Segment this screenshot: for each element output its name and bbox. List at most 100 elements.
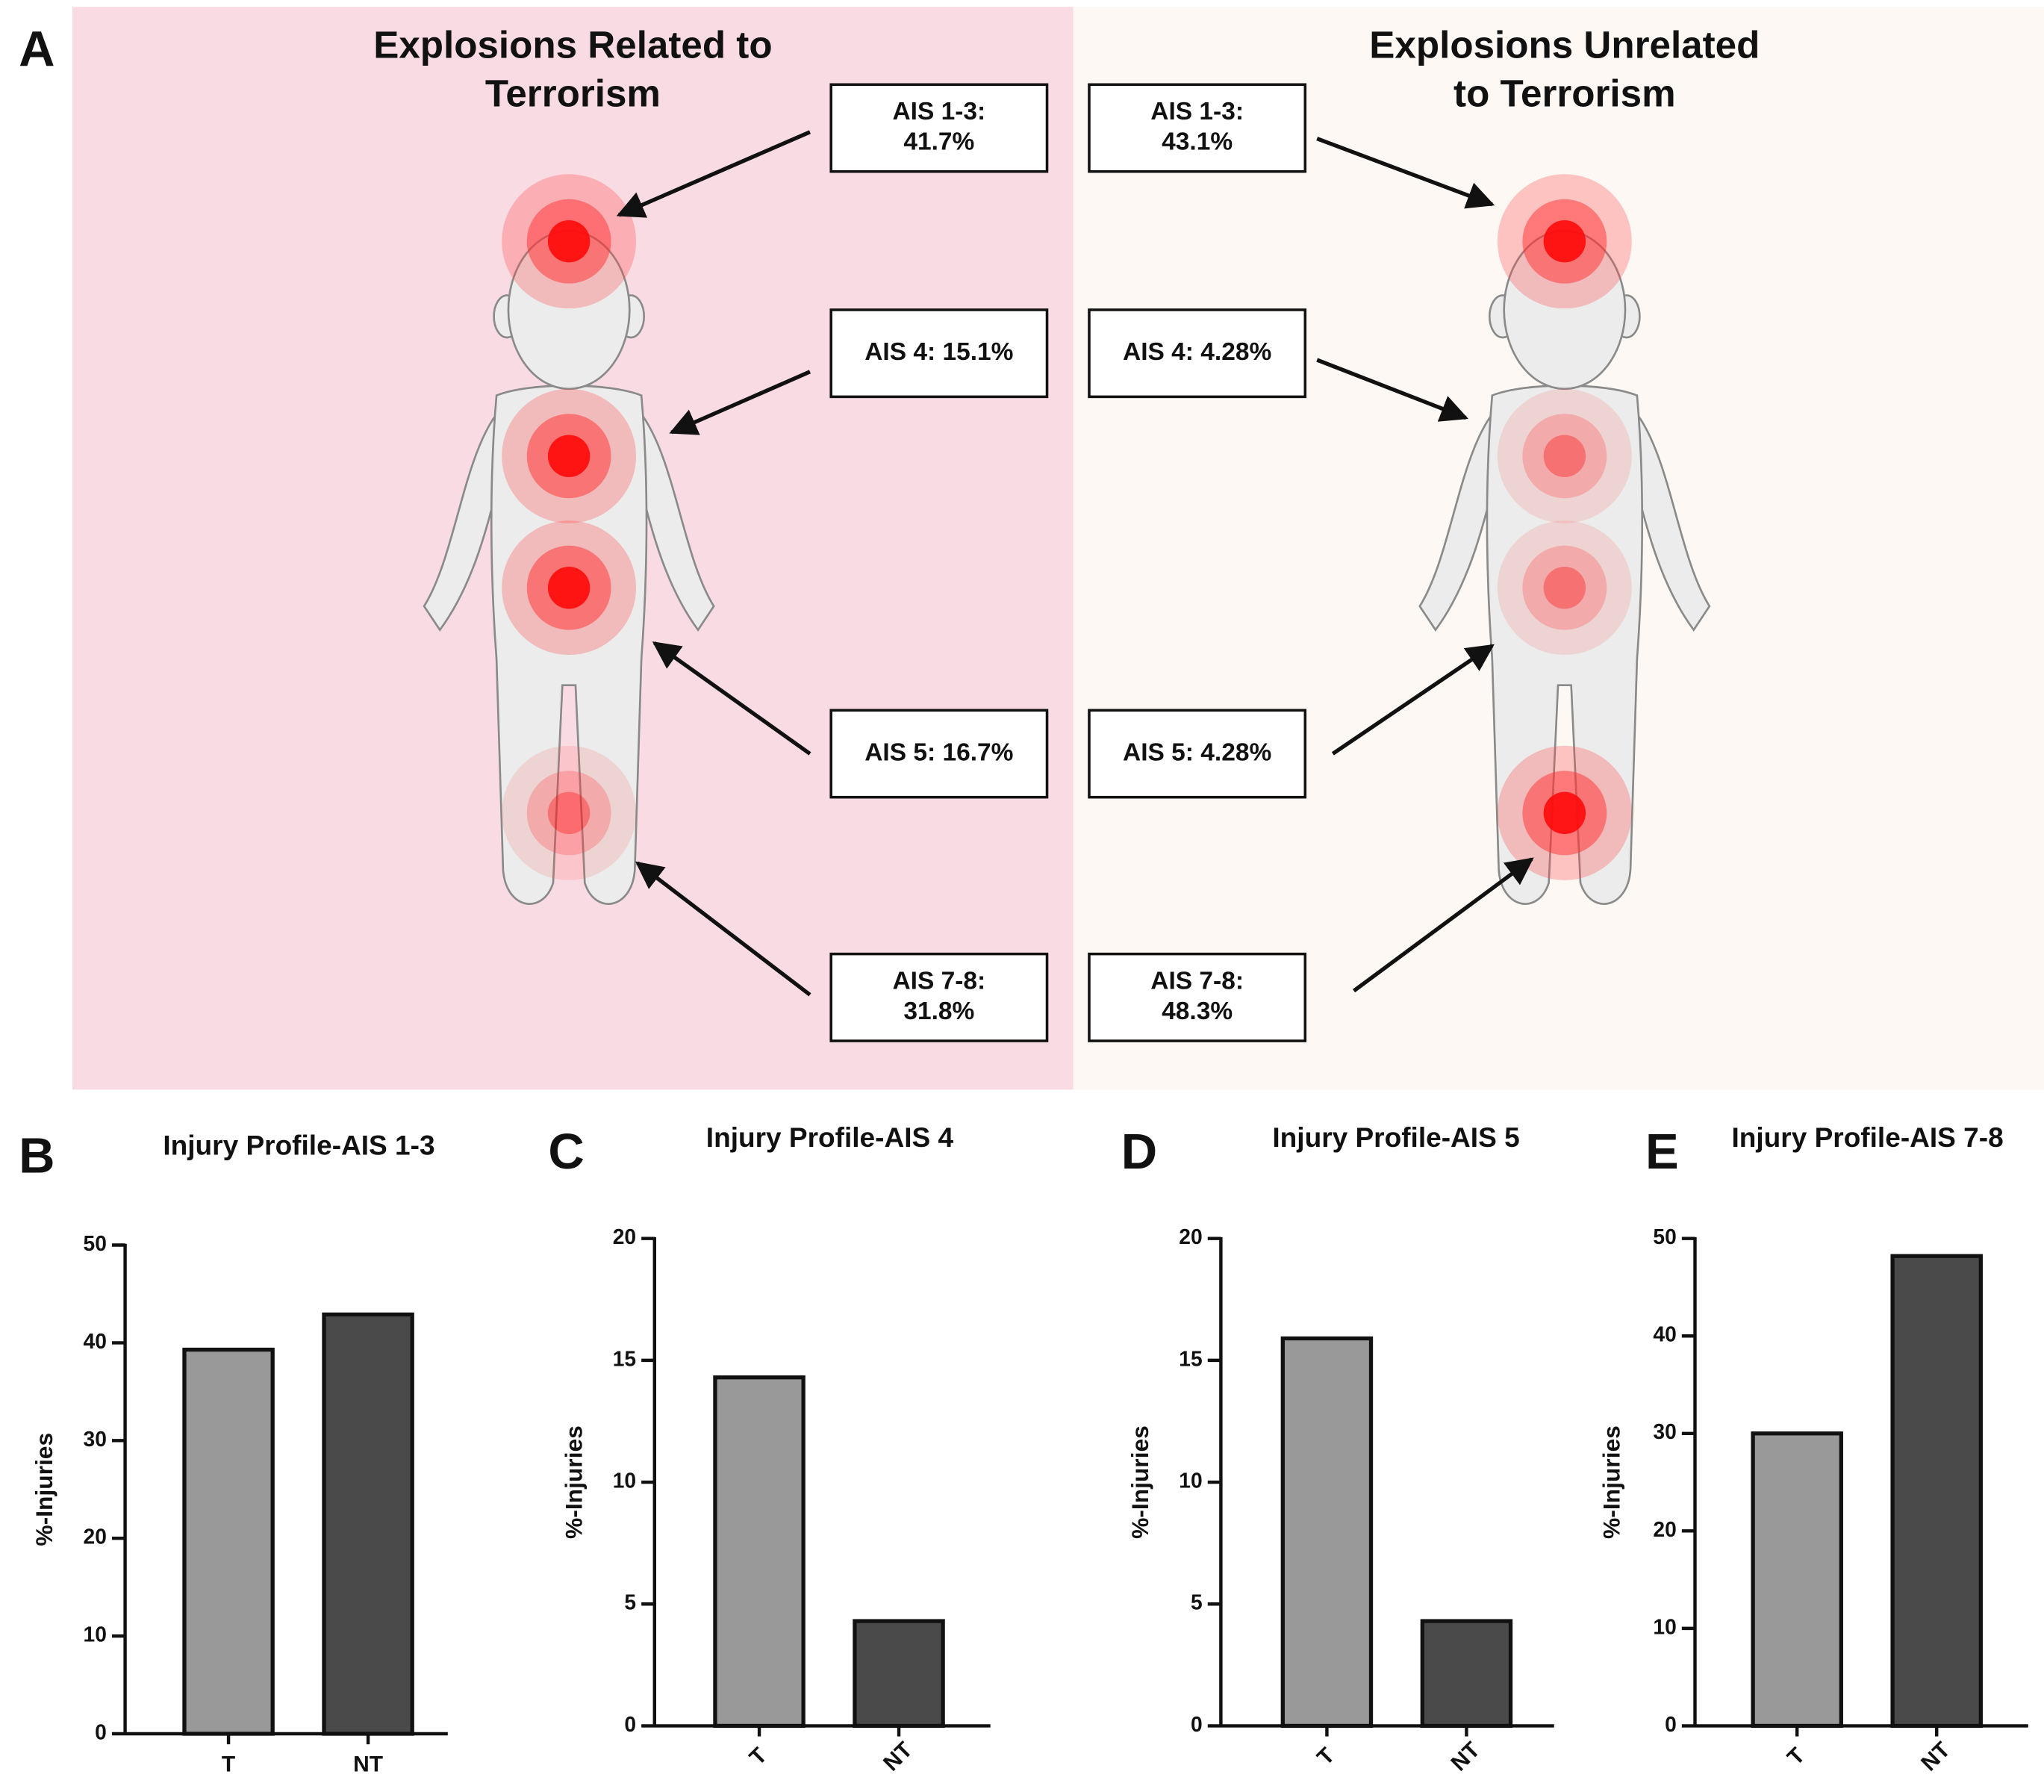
injury-halo — [1497, 520, 1632, 656]
x-tick-label: NT — [879, 1737, 917, 1776]
y-tick-label: 10 — [84, 1623, 107, 1646]
value-box — [1088, 952, 1307, 1042]
injury-halo — [502, 745, 637, 880]
x-tick-label: T — [222, 1752, 235, 1776]
y-tick-label: 20 — [613, 1225, 636, 1248]
injury-halo — [1497, 388, 1632, 523]
bar — [1751, 1431, 1843, 1729]
y-tick-label: 40 — [84, 1329, 107, 1353]
box-text: AIS 7-8: — [892, 967, 985, 995]
injury-core — [547, 220, 591, 263]
x-tick-label: T — [1783, 1743, 1810, 1770]
arrow — [1352, 857, 1534, 993]
x-tick-label: NT — [1446, 1737, 1485, 1776]
torso-legs — [490, 385, 648, 905]
arrow — [635, 861, 811, 997]
charts: B Injury Profile-AIS 1-3 %-Injuries 0 10 20 30… — [19, 1121, 2028, 1776]
bar — [1280, 1336, 1374, 1729]
y-tick-label: 0 — [1191, 1712, 1203, 1736]
arm — [1629, 403, 1711, 632]
chart-title: Injury Profile-AIS 5 — [1272, 1121, 1519, 1153]
arrow — [1316, 358, 1468, 422]
value-box — [829, 83, 1049, 173]
chart-title: Injury Profile-AIS 1-3 — [163, 1130, 434, 1161]
y-tick-label: 15 — [613, 1346, 636, 1370]
arrow — [1316, 137, 1495, 209]
y-tick-label: 30 — [84, 1427, 107, 1451]
injury-halo — [526, 771, 611, 856]
y-tick-label: 20 — [1653, 1517, 1676, 1541]
y-tick-label: 5 — [1191, 1590, 1203, 1614]
box-text: 43.1% — [1162, 128, 1233, 156]
y-tick-label: 10 — [613, 1469, 636, 1493]
box-text: AIS 5: 4.28% — [1123, 738, 1271, 766]
bar — [182, 1347, 275, 1736]
y-axis-label: %-Injuries — [1598, 1425, 1625, 1539]
y-tick-label: 5 — [624, 1590, 636, 1614]
y-tick-label: 0 — [95, 1720, 107, 1743]
arm — [423, 403, 505, 632]
y-tick-label: 10 — [1179, 1469, 1202, 1493]
box-text: 48.3% — [1162, 998, 1233, 1025]
panel-label: A — [19, 22, 54, 78]
body-figures — [423, 174, 1711, 905]
value-box — [1088, 308, 1307, 399]
injury-core — [547, 435, 591, 477]
box-text: AIS 4: 15.1% — [864, 338, 1013, 366]
y-tick-label: 30 — [1653, 1419, 1676, 1443]
y-tick-label: 0 — [624, 1712, 636, 1736]
y-tick-label: 20 — [84, 1525, 107, 1549]
injury-core — [1543, 791, 1586, 835]
chart-title: Injury Profile-AIS 7-8 — [1731, 1121, 2003, 1153]
box-text: AIS 5: 16.7% — [864, 738, 1013, 766]
x-tick-label: NT — [1916, 1737, 1955, 1776]
y-tick-label: 40 — [1653, 1322, 1676, 1346]
x-tick-label: T — [745, 1743, 772, 1770]
bar — [322, 1312, 414, 1736]
y-axis-label: %-Injuries — [31, 1433, 57, 1546]
injury-halo — [1522, 545, 1607, 630]
diagram: A Explosions Related to Terrorism Explosion… — [19, 22, 1760, 1042]
panel-label: E — [1645, 1124, 1679, 1180]
injury-core — [547, 791, 591, 835]
value-box — [1088, 83, 1307, 173]
injury-core — [1543, 435, 1586, 477]
panel-title: Explosions Unrelated — [1369, 23, 1760, 66]
injury-halo — [1522, 414, 1607, 499]
value-box — [1088, 709, 1307, 799]
injury-core — [1543, 220, 1586, 263]
value-box — [829, 952, 1049, 1042]
box-text: AIS 4: 4.28% — [1123, 338, 1271, 366]
arrow — [616, 130, 811, 218]
box-text: AIS 1-3: — [1150, 98, 1244, 125]
injury-core — [547, 566, 591, 609]
bar — [1420, 1619, 1513, 1729]
x-tick-label: T — [1312, 1743, 1339, 1770]
panel-label: D — [1121, 1124, 1157, 1180]
panel-title: Terrorism — [485, 72, 661, 115]
value-box — [829, 709, 1049, 799]
panel-title: Explosions Related to — [373, 23, 772, 66]
arrow — [1331, 644, 1495, 756]
y-tick-label: 50 — [1653, 1225, 1676, 1248]
bar — [713, 1375, 806, 1729]
y-axis-label: %-Injuries — [560, 1425, 587, 1539]
injury-core — [1543, 566, 1586, 609]
bar — [853, 1619, 945, 1729]
x-tick-label: NT — [353, 1752, 383, 1776]
arrow — [652, 641, 811, 756]
arm — [1418, 403, 1501, 632]
y-axis-label: %-Injuries — [1127, 1425, 1153, 1539]
box-text: 41.7% — [903, 128, 974, 156]
panel-label: B — [19, 1128, 54, 1184]
bar — [1890, 1254, 1983, 1729]
y-tick-label: 50 — [84, 1231, 107, 1255]
y-tick-label: 10 — [1653, 1614, 1676, 1638]
y-tick-label: 20 — [1179, 1225, 1202, 1248]
y-tick-label: 15 — [1179, 1346, 1202, 1370]
panel-title: to Terrorism — [1453, 72, 1676, 115]
box-text: AIS 1-3: — [892, 98, 985, 125]
panel-label: C — [548, 1124, 584, 1180]
box-text: 31.8% — [903, 998, 974, 1025]
